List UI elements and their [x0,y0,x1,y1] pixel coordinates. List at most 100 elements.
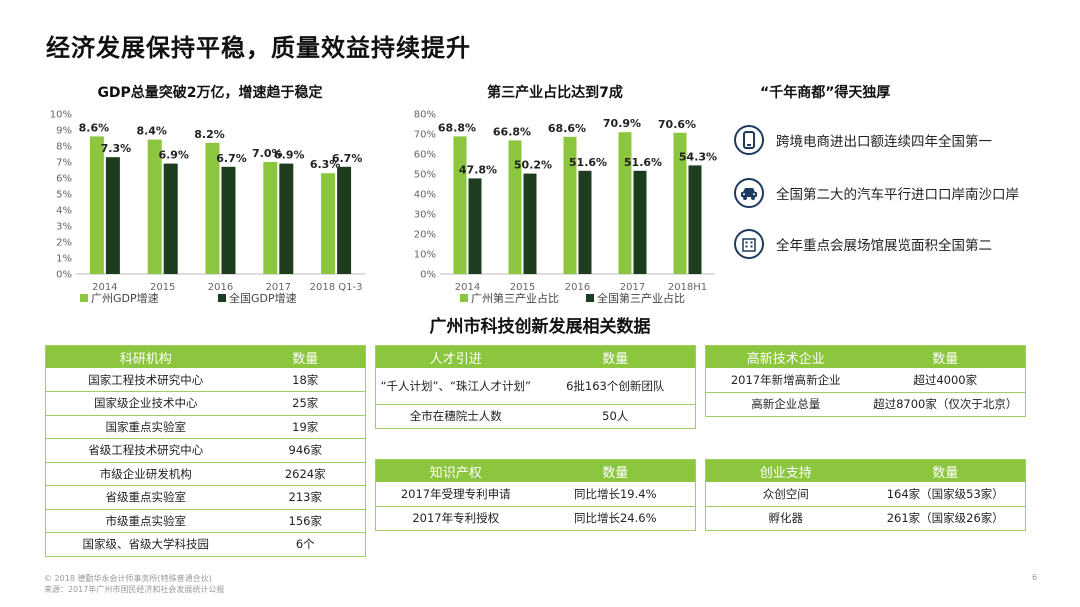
bar-national [221,166,236,274]
legend-swatch [218,294,226,302]
row-label: 孵化器 [705,506,866,531]
y-tick-label: 4% [56,206,72,217]
table-row: 市级企业研发机构 2624家 [45,462,366,486]
bar-guangzhou [263,162,278,274]
table-header: 数量 [535,459,696,482]
row-value: 2624家 [245,462,366,486]
x-tick-label: 2018 Q1-3 [310,282,363,293]
data-label: 6.9% [274,149,305,162]
data-label: 8.4% [136,125,167,138]
bar-guangzhou [563,136,577,274]
legend-label: 广州GDP增速 [91,291,159,305]
legend-swatch [460,294,468,302]
y-tick-label: 60% [414,150,436,161]
row-value: 946家 [245,438,366,463]
table-row: 众创空间 164家（国家级53家） [705,482,1026,507]
bar-national [578,170,592,274]
row-value: 164家（国家级53家） [865,482,1026,507]
table-header: 创业支持 [705,459,866,482]
advantage-item: 全国第二大的汽车平行进口口岸南沙口岸 [734,175,1074,211]
data-label: 70.6% [658,118,696,131]
bar-guangzhou [618,132,632,274]
row-label: 众创空间 [705,482,866,507]
table-row: 省级工程技术研究中心 946家 [45,438,366,463]
ip-table: 知识产权 数量 2017年受理专利申请 同比增长19.4% 2017年专利授权 同比增… [375,459,696,531]
data-label: 8.2% [194,128,225,141]
row-label: 省级工程技术研究中心 [45,438,246,463]
x-tick-label: 2017 [620,282,645,293]
data-label: 70.9% [603,117,641,130]
row-label: 2017年受理专利申请 [375,482,536,507]
advantage-item: 全年重点会展场馆展览面积全国第二 [734,226,1074,262]
data-label: 47.8% [459,163,497,176]
advantages-title: “千年商都”得天独厚 [760,85,891,101]
data-label: 51.6% [624,156,662,169]
y-tick-label: 10% [414,250,436,261]
bar-guangzhou [673,132,687,274]
table-row: 市级重点实验室 156家 [45,509,366,533]
table-header: 科研机构 [45,345,246,368]
row-label: “千人计划”、“珠江人才计划” [375,368,536,405]
row-label: 2017年专利授权 [375,506,536,531]
legend-label: 全国第三产业占比 [597,291,685,305]
bar-national [468,178,482,274]
x-tick-label: 2015 [150,282,175,293]
page-title: 经济发展保持平稳，质量效益持续提升 [46,34,471,62]
source-note: 来源：2017年广州市国民经济和社会发展统计公报 [44,585,225,594]
row-label: 全市在穗院士人数 [375,404,536,429]
y-tick-label: 10% [50,110,72,121]
row-label: 省级重点实验室 [45,485,246,510]
bar-national [337,166,352,274]
legend-swatch [586,294,594,302]
table-row: 全市在穗院士人数 50人 [375,404,696,429]
table-row: 2017年受理专利申请 同比增长19.4% [375,482,696,507]
data-label: 6.3% [310,158,341,171]
x-tick-label: 2015 [510,282,535,293]
tertiary-chart-title: 第三产业占比达到7成 [487,85,623,101]
advantage-text: 跨境电商进出口额连续四年全国第一 [776,134,992,150]
row-label: 国家重点实验室 [45,415,246,439]
data-label: 68.6% [548,122,586,135]
bar-national [523,173,537,274]
table-header: 数量 [245,345,366,368]
row-value: 超过8700家（仅次于北京） [865,392,1026,417]
y-tick-label: 7% [56,158,72,169]
table-row: 2017年新增高新企业 超过4000家 [705,368,1026,393]
advantage-text: 全年重点会展场馆展览面积全国第二 [776,238,992,254]
row-value: 156家 [245,509,366,533]
y-tick-label: 6% [56,174,72,185]
data-label: 6.7% [332,152,363,165]
page-number: 6 [1032,573,1038,582]
row-value: 6批163个创新团队 [535,368,696,405]
bar-guangzhou [147,139,162,274]
y-tick-label: 5% [56,190,72,201]
smartphone-icon [734,125,764,155]
bar-guangzhou [321,173,336,274]
table-header: 数量 [535,345,696,368]
gdp-chart-title: GDP总量突破2万亿，增速趋于稳定 [97,85,323,101]
bar-national [279,163,294,274]
row-value: 18家 [245,368,366,392]
tertiary-share-chart: 0% 10% 20% 30% 40% 50% 60% 70% 80% 2014 68.8% 47.8%… [414,110,717,306]
building-icon [734,229,764,259]
row-label: 国家工程技术研究中心 [45,368,246,392]
table-row: 国家级企业技术中心 25家 [45,391,366,416]
row-label: 市级重点实验室 [45,509,246,533]
row-value: 19家 [245,415,366,439]
table-header: 人才引进 [375,345,536,368]
row-value: 213家 [245,485,366,510]
table-row: 国家重点实验室 19家 [45,415,366,439]
y-tick-label: 40% [414,190,436,201]
row-label: 高新企业总量 [705,392,866,417]
x-tick-label: 2016 [565,282,590,293]
row-label: 市级企业研发机构 [45,462,246,486]
y-tick-label: 2% [56,238,72,249]
data-label: 51.6% [569,156,607,169]
talent-table: 人才引进 数量 “千人计划”、“珠江人才计划” 6批163个创新团队 全市在穗院士人… [375,345,696,429]
row-label: 国家级企业技术中心 [45,391,246,416]
table-header: 数量 [865,345,1026,368]
row-value: 同比增长24.6% [535,506,696,531]
table-row: 高新企业总量 超过8700家（仅次于北京） [705,392,1026,417]
y-tick-label: 80% [414,110,436,121]
bar-guangzhou [89,136,104,274]
